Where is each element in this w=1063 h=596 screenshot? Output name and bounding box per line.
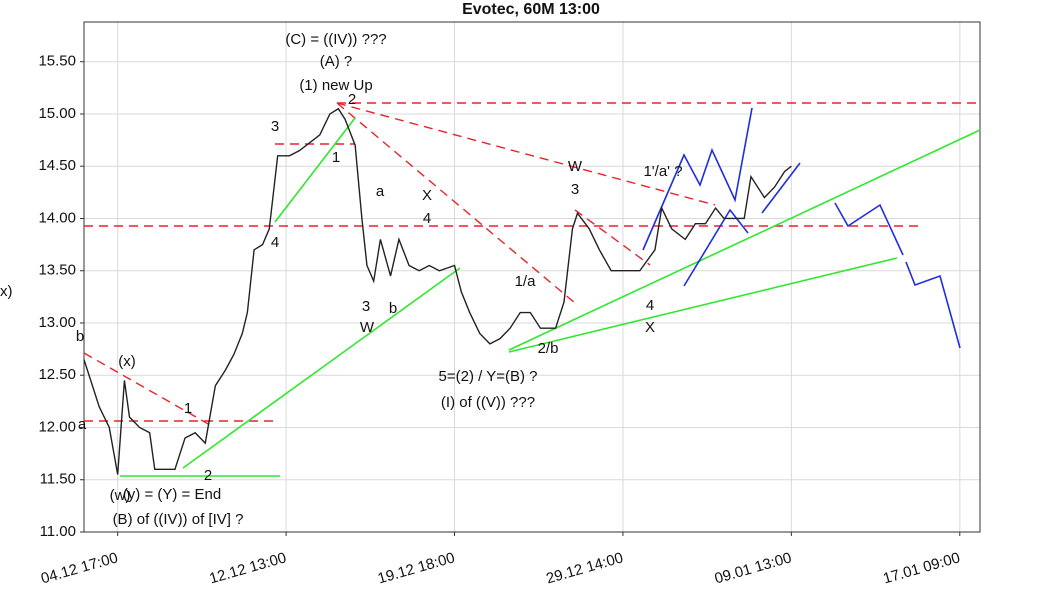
x-tick-label: 19.12 18:00 — [376, 549, 457, 587]
grid — [84, 22, 980, 533]
annotations: (C) = ((IV)) ??? (A) ? (1) new Up 2 3 1 … — [76, 31, 683, 528]
annotation: (I) of ((V)) ??? — [441, 394, 535, 411]
y-tick-label: 13.50 — [38, 262, 76, 279]
annotation: a — [78, 416, 87, 433]
annotation: (C) = ((IV)) ??? — [285, 31, 386, 48]
annotation: 1 — [332, 149, 340, 166]
trend-line — [508, 129, 981, 351]
annotation: 2/b — [538, 340, 559, 357]
trend-line — [336, 102, 576, 304]
annotation: 5=(2) / Y=(B) ? — [439, 368, 538, 385]
annotation: 3 — [571, 181, 579, 198]
y-tick-label: 11.00 — [40, 523, 76, 540]
annotation: (w) — [110, 487, 131, 504]
annotation: b — [389, 300, 397, 317]
price-line — [83, 107, 792, 475]
y-tick-label: 15.50 — [38, 53, 76, 70]
trend-line — [508, 257, 898, 353]
annotation: (A) ? — [320, 53, 353, 70]
annotation: 4 — [423, 210, 431, 227]
annotation: X — [422, 187, 432, 204]
y-axis-label: x) — [0, 283, 13, 300]
projection — [683, 208, 749, 287]
annotation: 1/a — [515, 273, 537, 290]
x-tick-label: 17.01 09:00 — [881, 549, 962, 587]
trend-line — [336, 102, 716, 206]
annotation: 3 — [362, 298, 370, 315]
annotation: 3 — [271, 118, 279, 135]
y-tick-label: 12.50 — [38, 366, 76, 383]
annotation: 2 — [204, 467, 212, 484]
chart-title: Evotec, 60M 13:00 — [462, 1, 600, 18]
annotation: 4 — [271, 234, 279, 251]
annotation: (1) new Up — [299, 77, 372, 94]
annotation: 1 — [184, 400, 192, 417]
annotation: W — [568, 158, 583, 175]
y-tick-label: 12.00 — [38, 418, 76, 435]
y-tick-label: 15.00 — [38, 105, 76, 122]
annotation: 1'/a' ? — [643, 163, 682, 180]
projection — [905, 261, 961, 349]
x-tick-label: 29.12 14:00 — [544, 549, 625, 587]
series — [83, 107, 792, 475]
projection — [761, 162, 801, 214]
x-tick-label: 04.12 17:00 — [39, 549, 120, 587]
trend-line — [182, 267, 461, 469]
annotation: (B) of ((IV)) of [IV] ? — [113, 511, 244, 528]
annotation: (y) = (Y) = End — [123, 486, 221, 503]
trend-line — [83, 352, 211, 426]
trend-line — [274, 117, 356, 223]
annotation: W — [360, 319, 375, 336]
annotation: 4 — [646, 297, 654, 314]
trend-line — [574, 209, 651, 266]
plot-frame — [83, 21, 981, 533]
annotation: a — [376, 183, 385, 200]
annotation: X — [645, 319, 655, 336]
y-tick-label: 13.00 — [38, 314, 76, 331]
trend-lines — [83, 102, 981, 477]
projection — [642, 107, 753, 251]
x-tick-label: 12.12 13:00 — [207, 549, 288, 587]
annotation: (x) — [118, 353, 136, 370]
annotation: b — [76, 328, 84, 345]
annotation: 2 — [348, 91, 356, 108]
y-tick-label: 14.50 — [38, 157, 76, 174]
x-tick-label: 09.01 13:00 — [713, 549, 794, 587]
projection — [834, 202, 904, 256]
y-tick-label: 11.50 — [40, 471, 76, 488]
y-tick-label: 14.00 — [38, 209, 76, 226]
